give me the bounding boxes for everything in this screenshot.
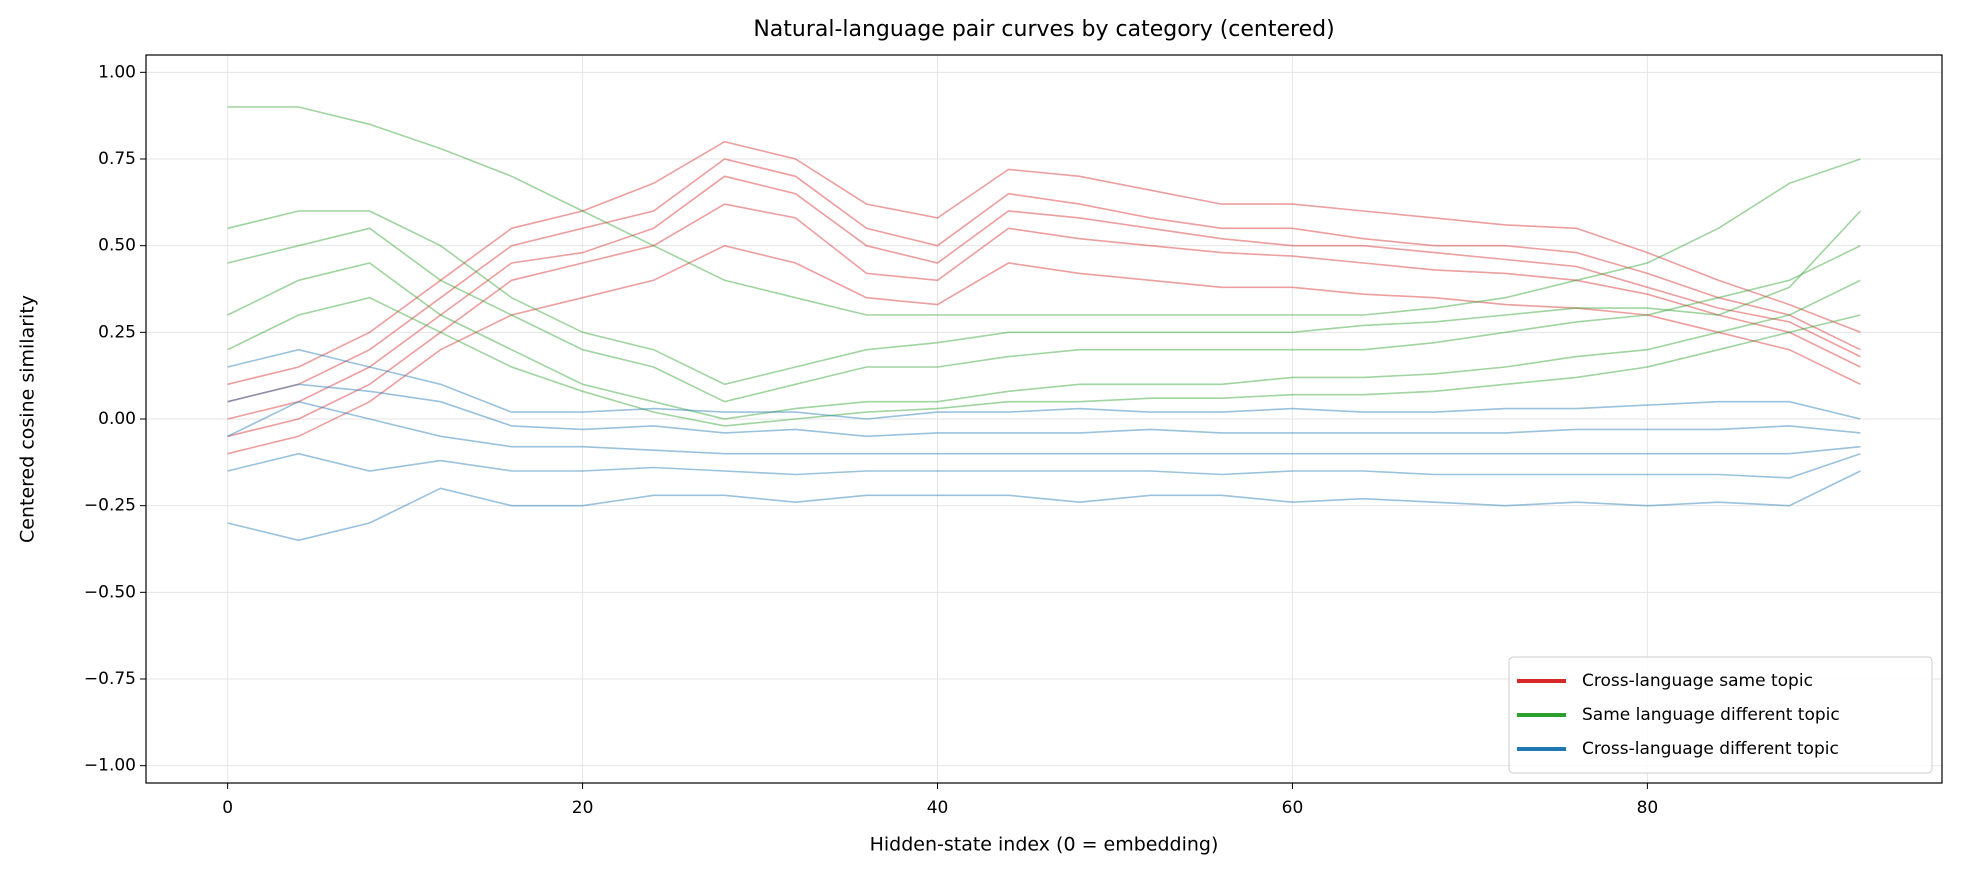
curve [227,470,1861,542]
y-tick-label: 0.25 [98,322,136,342]
curve [227,244,1861,455]
legend-label: Cross-language same topic [1582,671,1813,691]
curve [227,383,1861,438]
x-tick-label: 60 [1282,798,1304,818]
x-axis-label: Hidden-state index (0 = embedding) [870,834,1219,856]
y-tick-label: −0.25 [84,496,136,516]
y-tick-label: 0.50 [98,236,136,256]
y-tick-label: 0.00 [98,409,136,429]
x-tick-label: 0 [222,798,233,818]
y-tick-label: −0.75 [84,669,136,689]
curve [227,203,1861,438]
legend-label: Same language different topic [1582,705,1840,725]
x-tick-label: 20 [572,798,594,818]
curve [227,400,1861,455]
legend-label: Cross-language different topic [1582,739,1839,759]
curve [227,452,1861,479]
y-tick-label: −0.50 [84,582,136,602]
legend: Cross-language same topic Same language d… [1508,656,1933,774]
curve [227,262,1861,420]
chart-title: Natural-language pair curves by category… [753,17,1334,42]
curve [227,175,1861,420]
curve [227,210,1861,386]
curve [227,296,1861,427]
x-tick-label: 40 [927,798,949,818]
y-tick-label: 0.75 [98,149,136,169]
curve [227,140,1861,386]
y-axis-label: Centered cosine similarity [17,295,39,543]
x-tick-label: 80 [1637,798,1659,818]
y-tick-label: 1.00 [98,62,136,82]
y-tick-label: −1.00 [84,756,136,776]
curve [227,227,1861,403]
curve [227,106,1861,316]
legend-box [1508,656,1933,774]
curve [227,348,1861,420]
plot-frame [145,54,1943,784]
curve [227,158,1861,403]
